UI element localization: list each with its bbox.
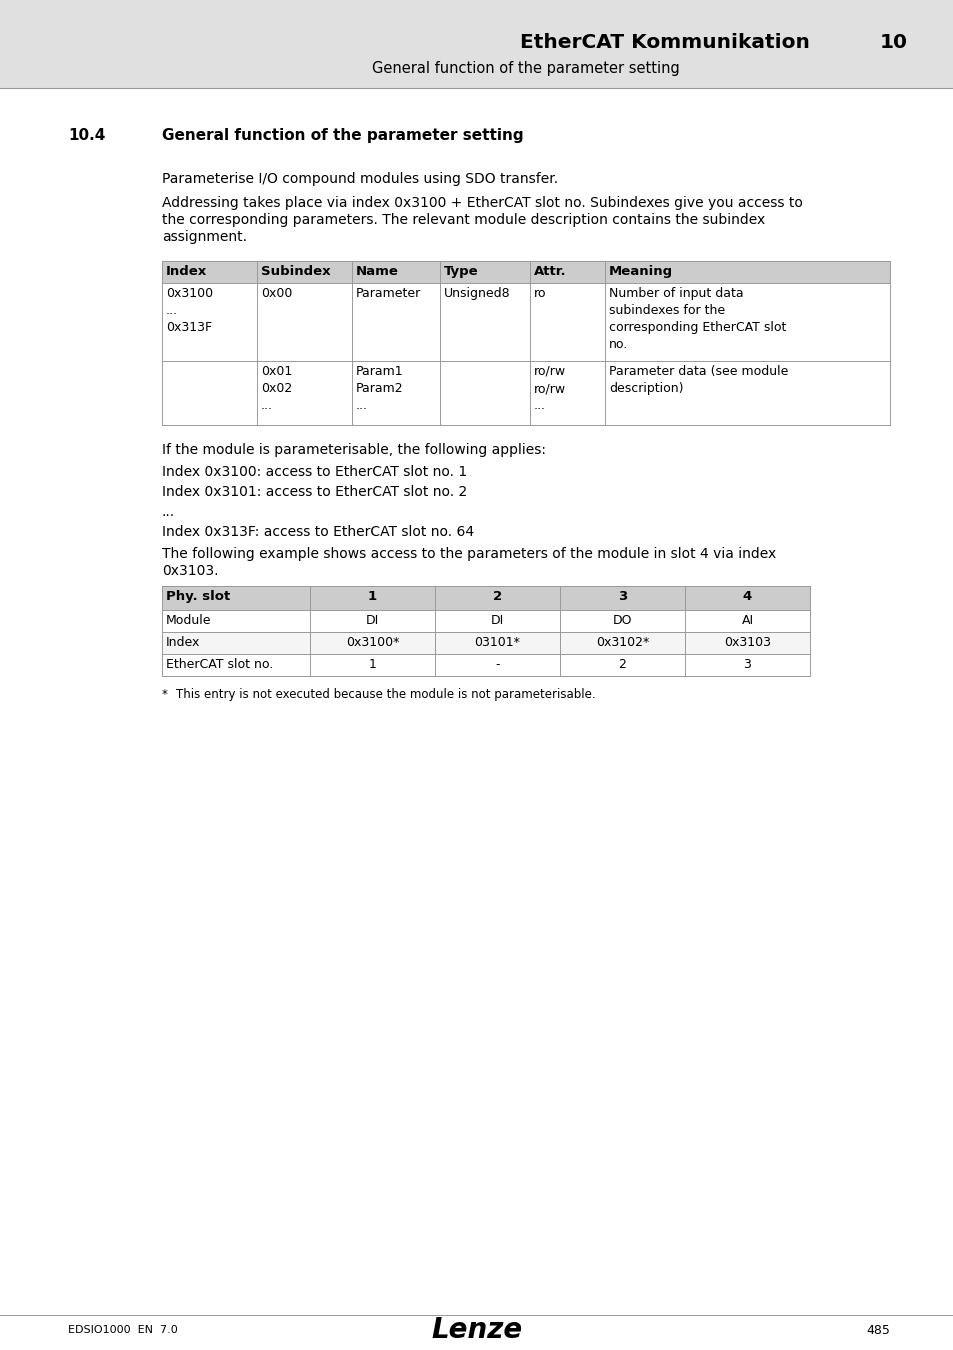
- Text: Parameterise I/O compound modules using SDO transfer.: Parameterise I/O compound modules using …: [162, 171, 558, 186]
- Bar: [162, 653, 809, 676]
- Text: 10.4: 10.4: [68, 128, 105, 143]
- Text: DI: DI: [491, 614, 503, 626]
- Text: the corresponding parameters. The relevant module description contains the subin: the corresponding parameters. The releva…: [162, 213, 764, 227]
- Text: 0x3103: 0x3103: [723, 636, 770, 649]
- Text: Index 0x3100: access to EtherCAT slot no. 1: Index 0x3100: access to EtherCAT slot no…: [162, 464, 467, 479]
- Text: 0x3100
...
0x313F: 0x3100 ... 0x313F: [166, 288, 213, 333]
- Text: Type: Type: [443, 265, 478, 278]
- Bar: [162, 632, 809, 653]
- Text: 0x3102*: 0x3102*: [596, 636, 648, 649]
- Text: EDSIO1000  EN  7.0: EDSIO1000 EN 7.0: [68, 1324, 177, 1335]
- Text: Index: Index: [166, 636, 200, 649]
- Text: EtherCAT Kommunikation: EtherCAT Kommunikation: [519, 32, 809, 51]
- Text: AI: AI: [740, 614, 753, 626]
- Bar: [0, 0, 953, 88]
- Text: *: *: [162, 688, 168, 701]
- Text: Lenze: Lenze: [431, 1316, 522, 1345]
- Text: The following example shows access to the parameters of the module in slot 4 via: The following example shows access to th…: [162, 547, 776, 562]
- Text: 0x01
0x02
...: 0x01 0x02 ...: [261, 364, 292, 412]
- Text: Number of input data
subindexes for the
corresponding EtherCAT slot
no.: Number of input data subindexes for the …: [608, 288, 785, 351]
- Text: 4: 4: [742, 590, 751, 603]
- Bar: [162, 610, 809, 632]
- Bar: [162, 586, 809, 610]
- Text: 10: 10: [879, 32, 907, 51]
- Text: Module: Module: [166, 614, 212, 626]
- Text: This entry is not executed because the module is not parameterisable.: This entry is not executed because the m…: [175, 688, 595, 701]
- Text: 0x3103.: 0x3103.: [162, 564, 218, 578]
- Text: 2: 2: [618, 657, 626, 671]
- Text: If the module is parameterisable, the following applies:: If the module is parameterisable, the fo…: [162, 443, 545, 458]
- Text: General function of the parameter setting: General function of the parameter settin…: [162, 128, 523, 143]
- Text: 1: 1: [368, 590, 376, 603]
- Text: 485: 485: [865, 1323, 889, 1336]
- Text: Subindex: Subindex: [261, 265, 331, 278]
- Bar: [162, 261, 889, 284]
- Bar: [162, 360, 889, 425]
- Text: -: -: [495, 657, 499, 671]
- Text: 3: 3: [742, 657, 751, 671]
- Bar: [162, 284, 889, 360]
- Text: Param1
Param2
...: Param1 Param2 ...: [355, 364, 403, 412]
- Text: Phy. slot: Phy. slot: [166, 590, 230, 603]
- Text: General function of the parameter setting: General function of the parameter settin…: [372, 61, 679, 76]
- Text: Index 0x3101: access to EtherCAT slot no. 2: Index 0x3101: access to EtherCAT slot no…: [162, 485, 467, 500]
- Text: Unsigned8: Unsigned8: [443, 288, 510, 300]
- Text: 1: 1: [368, 657, 376, 671]
- Text: 2: 2: [493, 590, 501, 603]
- Text: DO: DO: [612, 614, 632, 626]
- Text: 3: 3: [618, 590, 626, 603]
- Text: ro: ro: [534, 288, 546, 300]
- Text: Attr.: Attr.: [534, 265, 566, 278]
- Text: 03101*: 03101*: [474, 636, 520, 649]
- Text: ...: ...: [162, 505, 175, 518]
- Text: assignment.: assignment.: [162, 230, 247, 244]
- Text: DI: DI: [366, 614, 378, 626]
- Text: Index 0x313F: access to EtherCAT slot no. 64: Index 0x313F: access to EtherCAT slot no…: [162, 525, 474, 539]
- Text: Parameter: Parameter: [355, 288, 421, 300]
- Text: Index: Index: [166, 265, 207, 278]
- Text: Parameter data (see module
description): Parameter data (see module description): [608, 364, 787, 396]
- Text: Addressing takes place via index 0x3100 + EtherCAT slot no. Subindexes give you : Addressing takes place via index 0x3100 …: [162, 196, 802, 211]
- Text: 0x00: 0x00: [261, 288, 292, 300]
- Text: Name: Name: [355, 265, 398, 278]
- Text: EtherCAT slot no.: EtherCAT slot no.: [166, 657, 273, 671]
- Text: 0x3100*: 0x3100*: [345, 636, 398, 649]
- Text: Meaning: Meaning: [608, 265, 673, 278]
- Text: ro/rw
ro/rw
...: ro/rw ro/rw ...: [534, 364, 565, 412]
